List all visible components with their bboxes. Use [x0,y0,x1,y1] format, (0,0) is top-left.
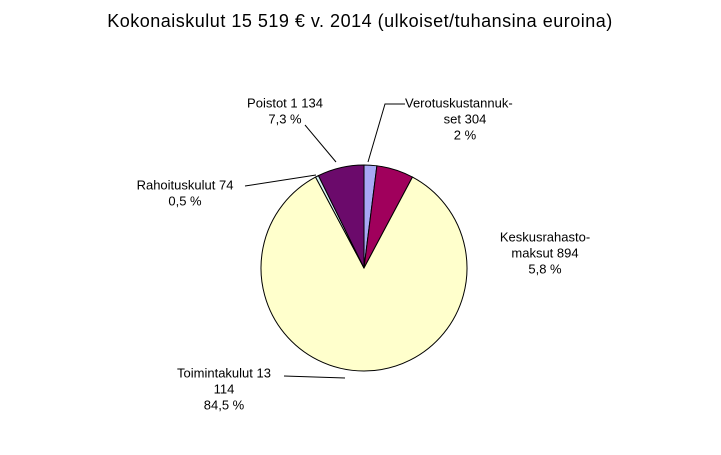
pie-slice [260,176,468,372]
value-label: 2 % [454,127,477,142]
slice-label: Rahoituskulut 74 [137,177,234,192]
leader-line [244,174,317,187]
chart-title: Kokonaiskulut 15 519 € v. 2014 (ulkoiset… [107,11,612,31]
leader-line [304,124,337,163]
slice-label: Poistot 1 134 [247,95,323,110]
slice-label: maksut 894 [511,245,578,260]
slice-label: set 304 [444,111,487,126]
value-label: 5,8 % [528,261,562,276]
slice-label: 114 [214,381,235,396]
pie-slice [317,164,365,269]
slice-label: Toimintakulut 13 [177,365,271,380]
leader-line [367,103,405,163]
slice-label: Verotuskustannuk- [405,95,513,110]
value-label: 7,3 % [268,111,302,126]
leader-line [283,375,346,379]
leader-lines [244,103,405,379]
value-label: 0,5 % [168,193,202,208]
value-label: 84,5 % [204,397,245,412]
slice-label: Keskusrahasto- [500,229,590,244]
